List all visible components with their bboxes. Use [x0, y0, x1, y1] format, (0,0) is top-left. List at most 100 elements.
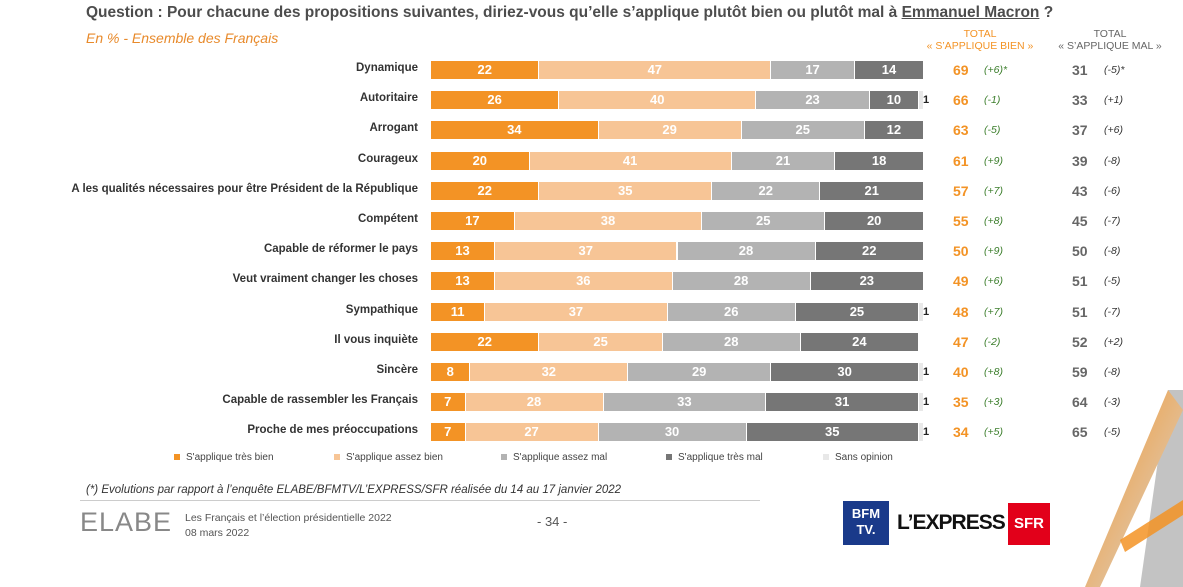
- seg-tres-mal: 24: [800, 333, 920, 351]
- row-label: Autoritaire: [359, 92, 418, 104]
- legend-label: S'applique assez mal: [513, 452, 608, 463]
- seg-tres-mal: 21: [820, 182, 924, 200]
- total-mal-value: 39: [1072, 153, 1088, 169]
- total-mal-value: 43: [1072, 183, 1088, 199]
- total-mal-value: 45: [1072, 213, 1088, 229]
- row-label: Proche de mes préoccupations: [247, 424, 418, 436]
- sans-opinion-value: 1: [923, 306, 930, 318]
- total-bien-value: 49: [953, 273, 969, 289]
- study-date: 08 mars 2022: [185, 527, 250, 539]
- legend-label: S'applique très bien: [186, 452, 274, 463]
- seg-assez-bien: 28: [465, 393, 604, 411]
- seg-assez-mal: 25: [741, 121, 865, 139]
- total-mal-value: 33: [1072, 92, 1088, 108]
- evolution-bien: (+5): [984, 426, 1003, 438]
- total-mal-value: 37: [1072, 122, 1088, 138]
- seg-tres-bien: 22: [431, 333, 540, 351]
- seg-assez-mal: 28: [662, 333, 801, 351]
- total-mal-value: 52: [1072, 334, 1088, 350]
- evolution-mal: (-7): [1104, 215, 1121, 227]
- question-subject: Emmanuel Macron: [901, 4, 1040, 21]
- seg-tres-bien: 13: [431, 272, 496, 290]
- seg-assez-mal: 33: [603, 393, 767, 411]
- total-bien-value: 48: [953, 304, 969, 320]
- legend-item: S'applique assez bien: [334, 452, 443, 463]
- sans-opinion-value: 1: [923, 396, 930, 408]
- seg-assez-bien: 35: [539, 182, 712, 200]
- evolution-mal: (-5): [1104, 275, 1121, 287]
- lexpress-logo: L’EXPRESS: [897, 511, 1006, 534]
- seg-tres-mal: 35: [746, 423, 920, 441]
- total-bien-value: 61: [953, 153, 969, 169]
- seg-assez-mal: 23: [756, 91, 870, 109]
- evolution-mal: (-3): [1104, 396, 1121, 408]
- row-label: Dynamique: [356, 62, 418, 74]
- evolution-bien: (+7): [984, 185, 1003, 197]
- seg-tres-mal: 25: [795, 303, 920, 321]
- seg-assez-mal: 21: [731, 152, 836, 170]
- footer-info: Les Français et l’élection présidentiell…: [185, 511, 392, 541]
- seg-assez-mal: 29: [628, 363, 772, 381]
- legend-label: Sans opinion: [835, 452, 893, 463]
- evolution-mal: (-8): [1104, 366, 1121, 378]
- row-label: Compétent: [357, 213, 418, 225]
- footer-divider: [80, 500, 760, 501]
- seg-assez-bien: 36: [495, 272, 673, 290]
- legend-label: S'applique très mal: [678, 452, 763, 463]
- total-bien-value: 57: [953, 183, 969, 199]
- seg-assez-bien: 29: [598, 121, 742, 139]
- seg-assez-mal: 25: [702, 212, 826, 230]
- evolution-bien: (+3): [984, 396, 1003, 408]
- evolution-mal: (-8): [1104, 155, 1121, 167]
- total-mal-value: 59: [1072, 364, 1088, 380]
- sans-opinion-value: 1: [923, 94, 930, 106]
- total-bien-value: 47: [953, 334, 969, 350]
- seg-tres-mal: 22: [815, 242, 924, 260]
- seg-tres-mal: 18: [835, 152, 924, 170]
- row-label: Sympathique: [345, 304, 418, 316]
- evolution-bien: (+6): [984, 275, 1003, 287]
- seg-assez-mal: 28: [672, 272, 811, 290]
- legend-swatch: [823, 454, 829, 461]
- total-mal-value: 50: [1072, 243, 1088, 259]
- seg-tres-bien: 8: [431, 363, 471, 381]
- page-number: - 34 -: [537, 514, 568, 529]
- evolution-bien: (-2): [984, 336, 1001, 348]
- total-mal-value: 31: [1072, 62, 1088, 78]
- sans-opinion-value: 1: [923, 366, 930, 378]
- seg-assez-bien: 37: [485, 303, 668, 321]
- seg-tres-bien: 26: [431, 91, 560, 109]
- total-mal-value: 64: [1072, 394, 1088, 410]
- legend-item: Sans opinion: [823, 452, 893, 463]
- seg-sans-opinion: [919, 423, 924, 441]
- seg-sans-opinion: [919, 393, 924, 411]
- total-bien-value: 63: [953, 122, 969, 138]
- total-mal-value: 65: [1072, 424, 1088, 440]
- column-header-total-mal: TOTAL « S’APPLIQUE MAL »: [1058, 28, 1162, 52]
- legend-swatch: [501, 454, 507, 461]
- seg-assez-bien: 47: [539, 61, 772, 79]
- seg-assez-mal: 30: [598, 423, 747, 441]
- row-label: A les qualités nécessaires pour être Pré…: [71, 183, 418, 195]
- seg-tres-mal: 10: [869, 91, 920, 109]
- seg-assez-bien: 37: [495, 242, 678, 260]
- evolution-bien: (-5): [984, 124, 1001, 136]
- seg-tres-bien: 11: [431, 303, 486, 321]
- evolution-bien: (+8): [984, 366, 1003, 378]
- row-label: Il vous inquiète: [334, 334, 418, 346]
- seg-assez-mal: 28: [677, 242, 816, 260]
- evolution-mal: (+1): [1104, 94, 1123, 106]
- seg-sans-opinion: [919, 363, 924, 381]
- total-bien-value: 35: [953, 394, 969, 410]
- total-bien-value: 34: [953, 424, 969, 440]
- seg-tres-mal: 23: [810, 272, 924, 290]
- total-mal-value: 51: [1072, 273, 1088, 289]
- seg-tres-bien: 34: [431, 121, 599, 139]
- seg-tres-mal: 12: [864, 121, 924, 139]
- subtitle: En % - Ensemble des Français: [86, 30, 279, 46]
- evolution-bien: (+9): [984, 245, 1003, 257]
- row-label: Capable de réformer le pays: [263, 243, 418, 255]
- seg-assez-bien: 40: [559, 91, 757, 109]
- seg-tres-bien: 22: [431, 61, 540, 79]
- evolution-bien: (+9): [984, 155, 1003, 167]
